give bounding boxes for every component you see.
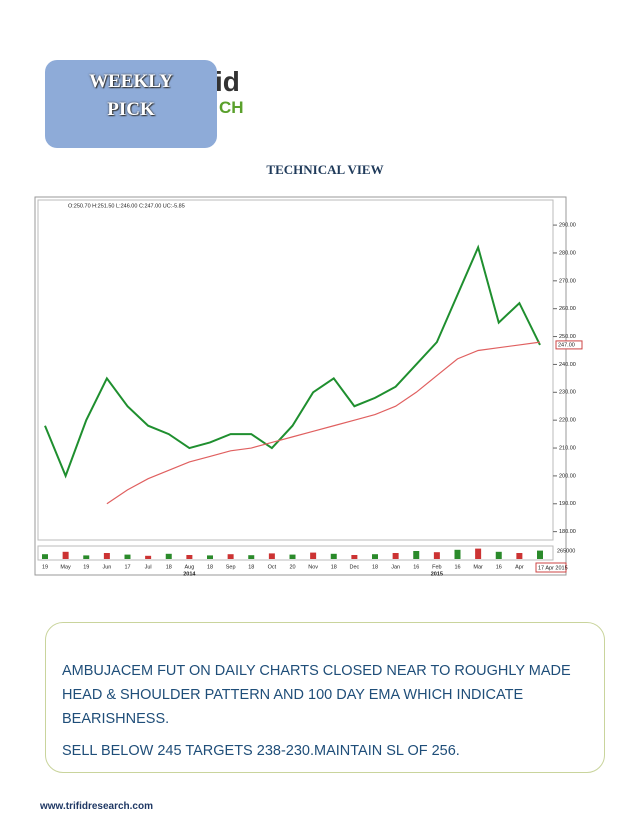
y-tick-label: 220.00	[559, 418, 576, 424]
y-tick-label: 230.00	[559, 390, 576, 396]
badge-text: WEEKLY	[89, 71, 173, 92]
y-tick-label: 180.00	[559, 529, 576, 535]
y-tick-label: 200.00	[559, 473, 576, 479]
x-tick-label: Aug	[184, 564, 194, 570]
volume-bar	[227, 554, 234, 559]
volume-bar	[62, 551, 69, 559]
price-tag-label: 247.00	[558, 342, 575, 348]
price-tag	[555, 340, 583, 350]
y-tick-label: 260.00	[559, 306, 576, 312]
logo-text: id	[215, 66, 240, 97]
paragraph: AMBUJACEM FUT ON DAILY CHARTS CLOSED NEA…	[62, 663, 571, 727]
volume-bar	[186, 555, 193, 559]
volume-bar	[330, 553, 337, 559]
volume-bar	[124, 554, 131, 559]
volume-bar	[289, 554, 296, 559]
text-box: AMBUJACEM FUT ON DAILY CHARTS CLOSED NEA…	[45, 622, 605, 773]
x-tick-label: 19	[83, 564, 89, 570]
x-tick-label: Jul	[145, 564, 152, 570]
cursor-label: 17 Apr 2015	[538, 565, 568, 571]
x-tick-label: 16	[413, 564, 419, 570]
paragraph: SELL BELOW 245 TARGETS 238-230.MAINTAIN …	[62, 743, 460, 759]
y-tick-label: 190.00	[559, 501, 576, 507]
y-tick-label: 280.00	[559, 250, 576, 256]
x-tick-label: Oct	[268, 564, 277, 570]
volume-bar	[310, 552, 317, 559]
x-tick-label: 20	[289, 564, 295, 570]
volume-pane	[37, 545, 554, 561]
x-tick-label: Nov	[308, 564, 318, 570]
volume-bar	[248, 555, 255, 559]
series-line	[44, 244, 541, 479]
volume-bar	[268, 553, 275, 559]
x-tick-label: May	[60, 564, 71, 570]
volume-bar	[145, 555, 152, 559]
y-tick-label: 210.00	[559, 445, 576, 451]
volume-bar	[516, 553, 523, 559]
volume-bar	[165, 553, 172, 559]
x-tick-label: Jun	[102, 564, 111, 570]
volume-bar	[537, 550, 543, 559]
x-tick-label: Jan	[391, 564, 400, 570]
chart: O:250.70 H:251.50 L:246.00 C:247.00 UC:-…	[34, 196, 583, 577]
x-tick-label: 16	[496, 564, 502, 570]
x-tick-label: 18	[207, 564, 213, 570]
volume-bar	[42, 554, 48, 559]
volume-bar	[207, 555, 213, 559]
x-tick-label: Sep	[226, 564, 236, 570]
logo-text: CH	[219, 98, 244, 117]
x-tick-label: Mar	[473, 564, 483, 570]
footer: www.trifidresearch.com	[40, 801, 153, 812]
x-tick-label: Feb	[432, 564, 441, 570]
y-tick-label: 270.00	[559, 278, 576, 284]
plot-area	[37, 199, 554, 541]
x-tick-label: 18	[248, 564, 254, 570]
year-label: 2014	[183, 571, 196, 577]
x-tick-label: 18	[166, 564, 172, 570]
volume-bar	[454, 549, 461, 559]
volume-tick: 265000	[557, 548, 575, 554]
volume-bar	[83, 555, 90, 559]
heading: TECHNICAL VIEW	[266, 162, 384, 177]
volume-bar	[433, 552, 440, 559]
volume-bar	[372, 554, 378, 559]
x-tick-label: Dec	[349, 564, 359, 570]
y-tick-label: 290.00	[559, 223, 576, 229]
y-tick-label: 240.00	[559, 362, 576, 368]
cursor-box	[535, 562, 567, 573]
x-tick-label: 18	[331, 564, 337, 570]
year-label: 2015	[431, 571, 443, 577]
x-tick-label: 16	[454, 564, 460, 570]
badge-text: PICK	[107, 99, 155, 120]
x-tick-label: 19	[42, 564, 48, 570]
chart-frame	[34, 196, 567, 576]
volume-bar	[495, 551, 502, 559]
x-tick-label: Apr	[515, 564, 524, 570]
volume-bar	[392, 553, 399, 559]
series-line	[106, 341, 541, 505]
y-tick-label: 250.00	[559, 334, 576, 340]
x-tick-label: 17	[124, 564, 130, 570]
ohlc-text: O:250.70 H:251.50 L:246.00 C:247.00 UC:-…	[68, 203, 185, 209]
volume-bar	[351, 555, 358, 559]
volume-bar	[413, 551, 420, 559]
badge: WEEKLY PICK	[45, 60, 217, 148]
volume-bar	[475, 548, 482, 559]
volume-bar	[103, 553, 110, 559]
x-tick-label: 18	[372, 564, 378, 570]
